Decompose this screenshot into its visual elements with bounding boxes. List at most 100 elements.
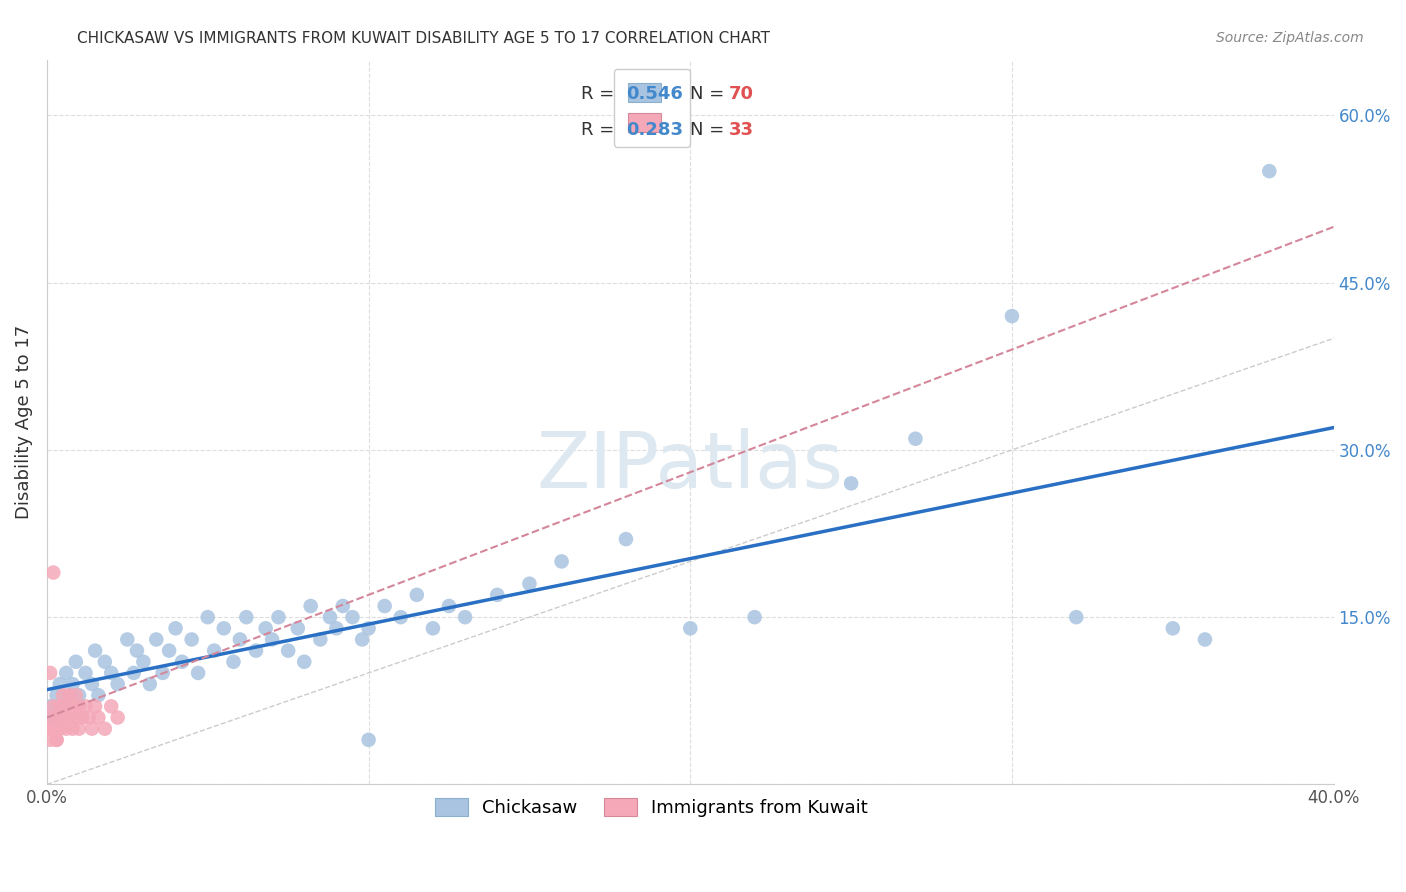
Point [42,722,65,736]
Text: N =: N = [690,85,730,103]
Point [352,632,374,647]
Point [39,665,62,680]
Text: ZIPatlas: ZIPatlas [537,427,844,503]
Point [84,699,107,714]
Point [94,655,117,669]
Text: CHICKASAW VS IMMIGRANTS FROM KUWAIT DISABILITY AGE 5 TO 17 CORRELATION CHART: CHICKASAW VS IMMIGRANTS FROM KUWAIT DISA… [77,31,770,46]
Point [117,632,139,647]
Point [45,732,67,747]
Point [287,621,309,635]
Text: Source: ZipAtlas.com: Source: ZipAtlas.com [1216,31,1364,45]
Point [49,699,72,714]
Point [212,621,235,635]
Point [357,621,380,635]
Point [405,588,427,602]
Point [325,621,347,635]
Point [42,710,65,724]
Point [65,710,87,724]
Text: 33: 33 [728,121,754,139]
Point [62,699,84,714]
Point [72,710,94,724]
Point [1258,164,1281,178]
Point [55,722,77,736]
Point [75,699,97,714]
Point [35,722,58,736]
Point [165,621,187,635]
Point [299,599,322,613]
Point [679,621,702,635]
Point [39,710,62,724]
Point [389,610,412,624]
Point [100,665,122,680]
Point [58,688,80,702]
Point [744,610,766,624]
Point [45,688,67,702]
Point [145,632,167,647]
Point [309,632,332,647]
Point [422,621,444,635]
Point [292,655,315,669]
Point [319,610,342,624]
Point [67,722,90,736]
Point [614,532,637,546]
Point [84,643,107,657]
Point [187,665,209,680]
Point [62,722,84,736]
Point [94,722,117,736]
Point [454,610,477,624]
Point [1001,309,1024,323]
Text: 0.546: 0.546 [626,85,683,103]
Point [277,643,299,657]
Point [67,688,90,702]
Point [132,655,155,669]
Point [45,710,67,724]
Point [170,655,193,669]
Point [45,732,67,747]
Point [1161,621,1184,635]
Point [122,665,145,680]
Point [262,632,284,647]
Point [229,632,252,647]
Point [39,699,62,714]
Point [49,722,72,736]
Point [267,610,290,624]
Point [222,655,245,669]
Text: R =: R = [581,121,620,139]
Point [519,576,541,591]
Y-axis label: Disability Age 5 to 17: Disability Age 5 to 17 [15,325,32,519]
Point [75,665,97,680]
Point [52,688,75,702]
Point [80,722,103,736]
Point [139,677,162,691]
Point [87,710,110,724]
Point [65,655,87,669]
Point [839,476,862,491]
Point [342,610,364,624]
Point [486,588,509,602]
Point [55,699,77,714]
Point [202,643,225,657]
Point [52,710,75,724]
Point [67,699,90,714]
Point [235,610,257,624]
Point [58,710,80,724]
Point [152,665,174,680]
Point [42,699,65,714]
Point [437,599,460,613]
Point [58,688,80,702]
Point [1194,632,1216,647]
Point [904,432,927,446]
Point [332,599,354,613]
Point [254,621,277,635]
Point [100,699,122,714]
Point [80,677,103,691]
Point [62,677,84,691]
Point [550,554,572,568]
Point [107,710,129,724]
Point [197,610,219,624]
Text: 70: 70 [728,85,754,103]
Text: R =: R = [581,85,620,103]
Point [107,677,129,691]
Point [42,566,65,580]
Point [374,599,396,613]
